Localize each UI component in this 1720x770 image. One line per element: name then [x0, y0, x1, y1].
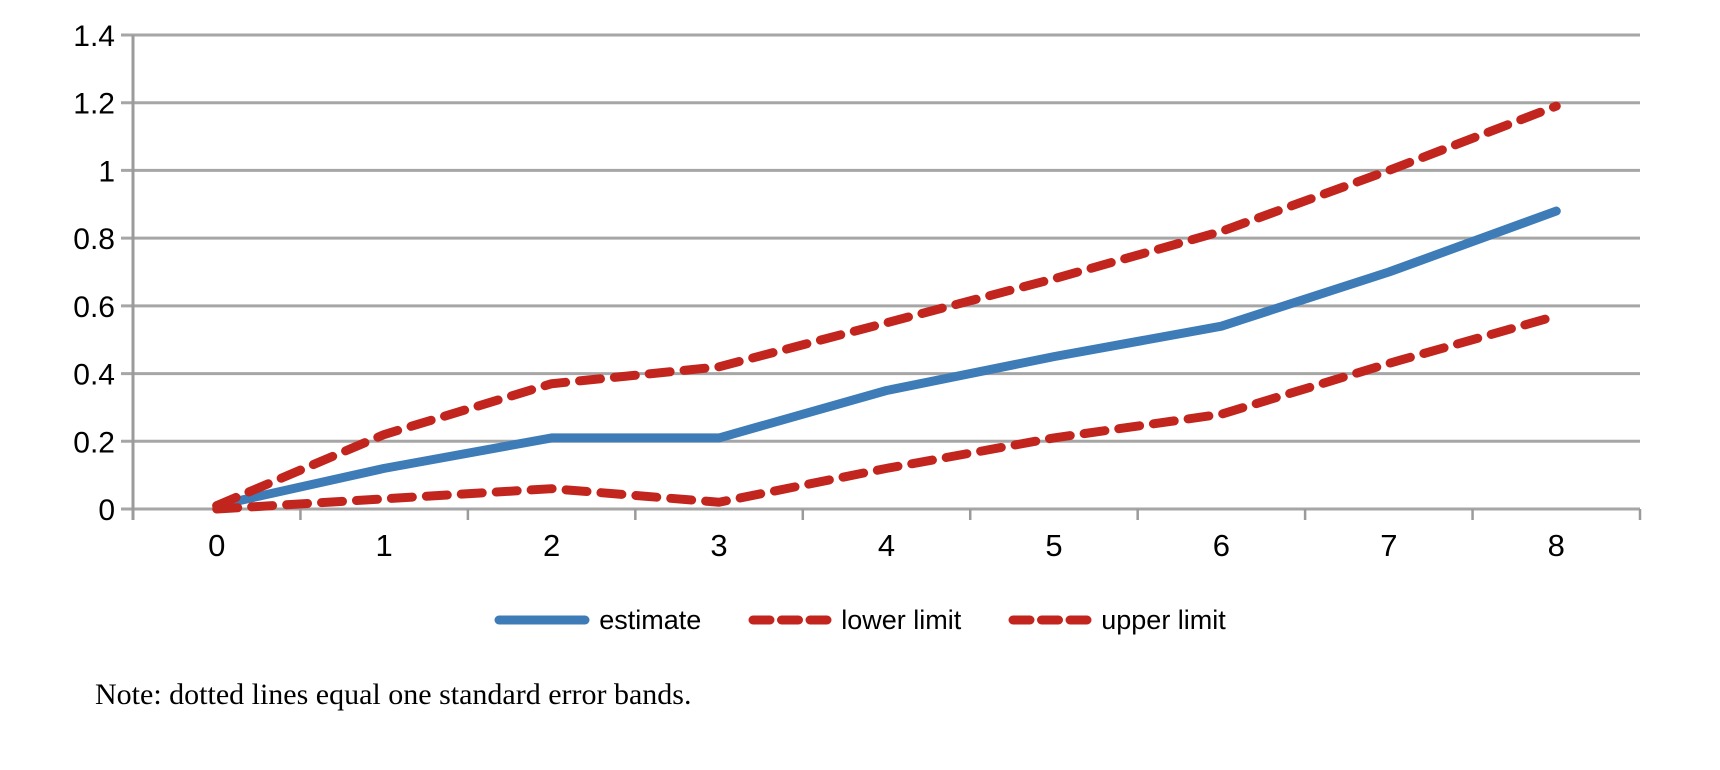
x-tick-label: 4	[878, 528, 895, 563]
legend-item-lower-limit: lower limit	[748, 603, 961, 637]
figure-note: Note: dotted lines equal one standard er…	[95, 678, 692, 711]
gridlines	[121, 33, 1640, 511]
legend-item-upper-limit: upper limit	[1008, 603, 1226, 637]
y-tick-label: 0.2	[73, 426, 115, 459]
series-estimate	[212, 206, 1561, 511]
x-tick-label: 1	[376, 528, 393, 563]
y-tick-label: 0.6	[73, 291, 115, 324]
estimate-line-swatch-icon	[494, 615, 590, 625]
y-tick-label: 1.2	[73, 88, 115, 121]
x-tick-label: 5	[1045, 528, 1062, 563]
legend-label-lower-limit: lower limit	[841, 605, 962, 635]
x-axis-labels: 0 1 2 3 4 5 6 7 8	[208, 528, 1565, 563]
lower-limit-dash-swatch-icon	[748, 615, 832, 625]
y-tick-label: 0.8	[73, 223, 115, 256]
legend-label-estimate: estimate	[599, 605, 702, 635]
y-tick-label: 0	[98, 494, 115, 527]
x-tick-label: 0	[208, 528, 225, 563]
x-tick-label: 8	[1548, 528, 1565, 563]
y-tick-label: 1.4	[73, 20, 115, 53]
x-tick-label: 3	[710, 528, 727, 563]
legend-item-estimate: estimate	[494, 603, 701, 637]
legend-label-upper-limit: upper limit	[1101, 605, 1226, 635]
y-tick-label: 0.4	[73, 359, 115, 392]
x-tick-label: 2	[543, 528, 560, 563]
y-tick-label: 1	[98, 155, 115, 188]
y-axis-labels: 0 0.2 0.4 0.6 0.8 1 1.2 1.4	[73, 20, 115, 527]
series-upper-limit	[212, 101, 1561, 511]
axes	[131, 35, 1642, 520]
series-lower-limit	[212, 311, 1561, 514]
chart-legend: estimate lower limit upper limit	[60, 601, 1660, 639]
x-tick-label: 7	[1380, 528, 1397, 563]
upper-limit-dash-swatch-icon	[1008, 615, 1092, 625]
x-tick-label: 6	[1213, 528, 1230, 563]
